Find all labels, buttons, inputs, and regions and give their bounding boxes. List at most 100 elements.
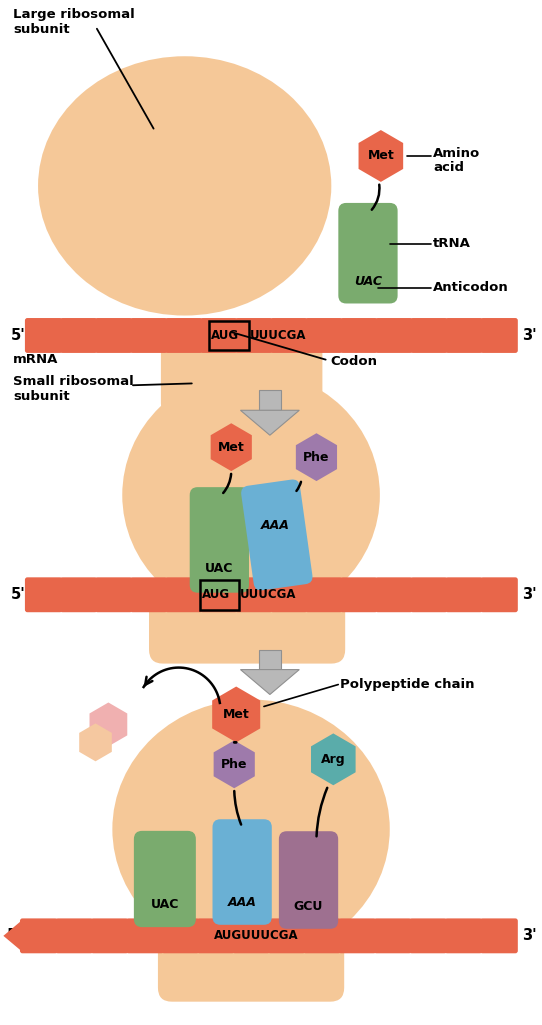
FancyBboxPatch shape — [126, 918, 164, 953]
Text: AAA: AAA — [228, 896, 256, 909]
FancyBboxPatch shape — [190, 487, 249, 592]
FancyBboxPatch shape — [158, 918, 344, 1001]
FancyBboxPatch shape — [149, 578, 345, 663]
FancyBboxPatch shape — [480, 318, 518, 353]
FancyBboxPatch shape — [409, 918, 447, 953]
Polygon shape — [214, 740, 255, 788]
FancyBboxPatch shape — [270, 577, 308, 612]
FancyBboxPatch shape — [130, 318, 167, 353]
FancyBboxPatch shape — [446, 318, 483, 353]
Text: AUG: AUG — [202, 588, 230, 602]
FancyBboxPatch shape — [95, 318, 132, 353]
Bar — [199, 580, 239, 610]
Polygon shape — [296, 434, 337, 481]
FancyBboxPatch shape — [235, 318, 273, 353]
FancyBboxPatch shape — [268, 918, 306, 953]
FancyBboxPatch shape — [410, 318, 448, 353]
FancyBboxPatch shape — [235, 577, 273, 612]
Ellipse shape — [112, 699, 390, 958]
Text: UAC: UAC — [205, 562, 234, 575]
Text: AUGUUUCGA: AUGUUUCGA — [215, 930, 299, 942]
FancyBboxPatch shape — [165, 318, 203, 353]
FancyBboxPatch shape — [279, 831, 338, 929]
FancyBboxPatch shape — [241, 480, 313, 590]
Text: 3': 3' — [522, 328, 537, 343]
FancyBboxPatch shape — [340, 318, 378, 353]
FancyBboxPatch shape — [212, 819, 272, 925]
FancyBboxPatch shape — [91, 918, 128, 953]
Text: tRNA: tRNA — [434, 237, 471, 250]
FancyBboxPatch shape — [375, 318, 413, 353]
FancyBboxPatch shape — [165, 577, 203, 612]
FancyBboxPatch shape — [338, 203, 398, 303]
FancyBboxPatch shape — [338, 918, 376, 953]
Ellipse shape — [38, 56, 331, 316]
Polygon shape — [241, 669, 299, 695]
FancyBboxPatch shape — [410, 577, 448, 612]
Text: Anticodon: Anticodon — [434, 281, 509, 294]
FancyBboxPatch shape — [305, 577, 343, 612]
Text: subunit: subunit — [13, 391, 70, 403]
Text: Amino: Amino — [434, 148, 481, 161]
FancyBboxPatch shape — [134, 831, 196, 928]
Text: Met: Met — [218, 441, 244, 454]
Text: Met: Met — [223, 708, 249, 721]
Text: Small ribosomal: Small ribosomal — [13, 375, 134, 388]
Bar — [209, 321, 249, 351]
Text: Phe: Phe — [303, 451, 330, 463]
Polygon shape — [3, 920, 21, 951]
Text: 5': 5' — [11, 587, 26, 603]
Text: UAC: UAC — [354, 275, 382, 288]
Polygon shape — [211, 423, 252, 472]
FancyBboxPatch shape — [20, 918, 58, 953]
FancyBboxPatch shape — [446, 577, 483, 612]
FancyBboxPatch shape — [197, 918, 235, 953]
Text: UUUCGA: UUUCGA — [250, 329, 307, 342]
Text: AAA: AAA — [261, 519, 290, 532]
FancyBboxPatch shape — [375, 577, 413, 612]
FancyBboxPatch shape — [161, 331, 322, 417]
FancyBboxPatch shape — [25, 577, 62, 612]
FancyBboxPatch shape — [259, 391, 281, 410]
Polygon shape — [241, 410, 299, 436]
FancyBboxPatch shape — [303, 918, 341, 953]
FancyBboxPatch shape — [480, 577, 518, 612]
FancyBboxPatch shape — [200, 318, 237, 353]
FancyBboxPatch shape — [55, 918, 93, 953]
FancyBboxPatch shape — [95, 577, 132, 612]
Ellipse shape — [122, 370, 380, 620]
FancyBboxPatch shape — [200, 577, 237, 612]
Polygon shape — [79, 724, 112, 762]
FancyBboxPatch shape — [374, 918, 412, 953]
Polygon shape — [311, 734, 356, 785]
Text: UAC: UAC — [151, 898, 179, 911]
FancyBboxPatch shape — [60, 318, 98, 353]
Text: Polypeptide chain: Polypeptide chain — [340, 678, 475, 691]
Polygon shape — [212, 687, 260, 742]
Text: 3': 3' — [522, 587, 537, 603]
Polygon shape — [359, 130, 403, 181]
FancyBboxPatch shape — [60, 577, 98, 612]
FancyBboxPatch shape — [480, 918, 518, 953]
Text: acid: acid — [434, 161, 464, 174]
Text: subunit: subunit — [13, 24, 70, 36]
FancyBboxPatch shape — [444, 918, 482, 953]
Text: AUG: AUG — [211, 329, 240, 342]
Text: 5': 5' — [11, 328, 26, 343]
Text: Phe: Phe — [221, 757, 248, 771]
Text: Met: Met — [367, 150, 394, 163]
FancyBboxPatch shape — [130, 577, 167, 612]
Text: mRNA: mRNA — [13, 354, 59, 366]
Text: Codon: Codon — [330, 355, 377, 368]
Text: GCU: GCU — [294, 900, 323, 913]
FancyBboxPatch shape — [162, 918, 199, 953]
FancyBboxPatch shape — [340, 577, 378, 612]
FancyBboxPatch shape — [25, 318, 62, 353]
Polygon shape — [89, 702, 127, 746]
Text: UUUCGA: UUUCGA — [240, 588, 296, 602]
Text: Large ribosomal: Large ribosomal — [13, 8, 135, 22]
Text: Arg: Arg — [321, 752, 346, 766]
Text: 5': 5' — [7, 929, 21, 943]
FancyBboxPatch shape — [305, 318, 343, 353]
FancyBboxPatch shape — [233, 918, 270, 953]
